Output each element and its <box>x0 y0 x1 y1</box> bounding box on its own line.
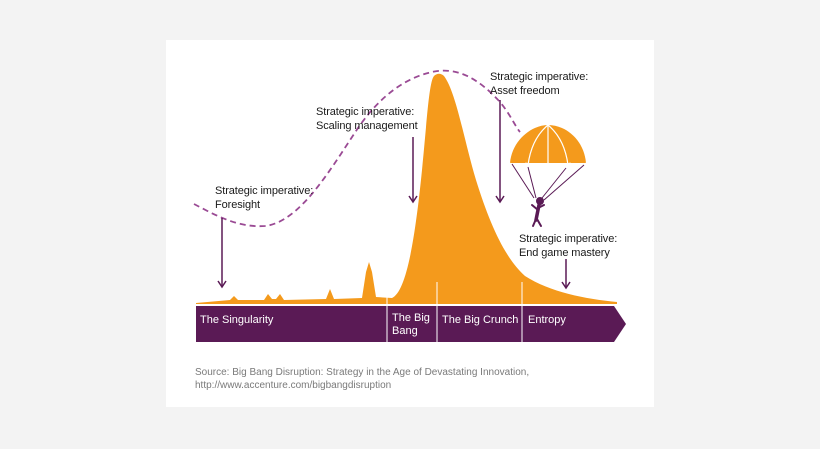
stage-dividers <box>386 282 523 342</box>
arrow-down-icon <box>561 259 571 290</box>
source-line2: http://www.accenture.com/bigbangdisrupti… <box>195 380 392 391</box>
imperative-endgame: Strategic imperative: End game mastery <box>519 232 617 260</box>
imperative-scaling-line1: Strategic imperative: <box>316 106 415 118</box>
stage-bar <box>196 306 626 342</box>
imperative-asset-line2: Asset freedom <box>490 85 560 97</box>
source-note: Source: Big Bang Disruption: Strategy in… <box>195 366 529 392</box>
imperative-curve <box>193 69 521 228</box>
stage-big-crunch: The Big Crunch <box>442 314 519 326</box>
stage-big-bang: The Big Bang <box>392 312 430 338</box>
parachute-icon <box>509 124 587 201</box>
stage-singularity: The Singularity <box>200 314 274 326</box>
imperative-foresight-line1: Strategic imperative: <box>215 185 314 197</box>
person-icon <box>531 197 545 227</box>
imperative-endgame-line1: Strategic imperative: <box>519 233 618 245</box>
imperative-asset: Strategic imperative: Asset freedom <box>490 70 588 98</box>
imperative-scaling-line2: Scaling management <box>316 120 418 132</box>
source-line1: Source: Big Bang Disruption: Strategy in… <box>195 367 530 378</box>
imperative-scaling: Strategic imperative: Scaling management <box>316 105 418 133</box>
imperative-foresight-line2: Foresight <box>215 199 260 211</box>
stage-entropy: Entropy <box>528 314 566 326</box>
imperative-asset-line1: Strategic imperative: <box>490 71 589 83</box>
stage-big-bang-line2: Bang <box>392 325 418 337</box>
imperative-foresight: Strategic imperative: Foresight <box>215 184 313 212</box>
imperative-endgame-line2: End game mastery <box>519 247 610 259</box>
arrow-down-icon <box>495 100 505 204</box>
diagram-card <box>166 40 654 407</box>
arrow-down-icon <box>408 137 418 204</box>
arrow-down-icon <box>217 218 227 289</box>
stage-big-bang-line1: The Big <box>392 312 430 324</box>
